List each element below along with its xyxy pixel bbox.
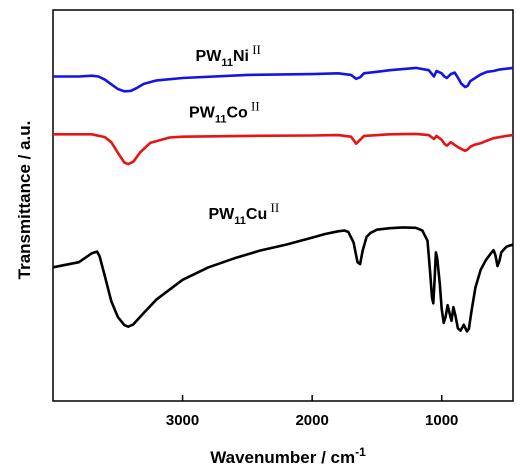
series-layer <box>52 66 514 333</box>
series-line-cu <box>52 226 514 333</box>
x-axis-ticks: 3000 2000 1000 <box>166 395 458 429</box>
x-tick-label: 3000 <box>166 412 199 429</box>
plot-frame <box>52 9 514 402</box>
series-labels: PW11Ni II PW11Co II PW11Cu II <box>189 42 279 227</box>
y-axis-title: Transmittance / a.u. <box>15 121 34 280</box>
x-tick-label: 2000 <box>295 412 328 429</box>
x-axis-title: Wavenumber / cm-1 <box>210 445 366 467</box>
series-line-co <box>53 132 514 166</box>
series-line-ni <box>53 66 514 93</box>
series-label-co: PW11Co II <box>189 99 260 126</box>
x-tick-label: 1000 <box>425 412 458 429</box>
series-label-cu: PW11Cu II <box>208 200 279 227</box>
series-label-ni: PW11Ni II <box>196 42 261 69</box>
